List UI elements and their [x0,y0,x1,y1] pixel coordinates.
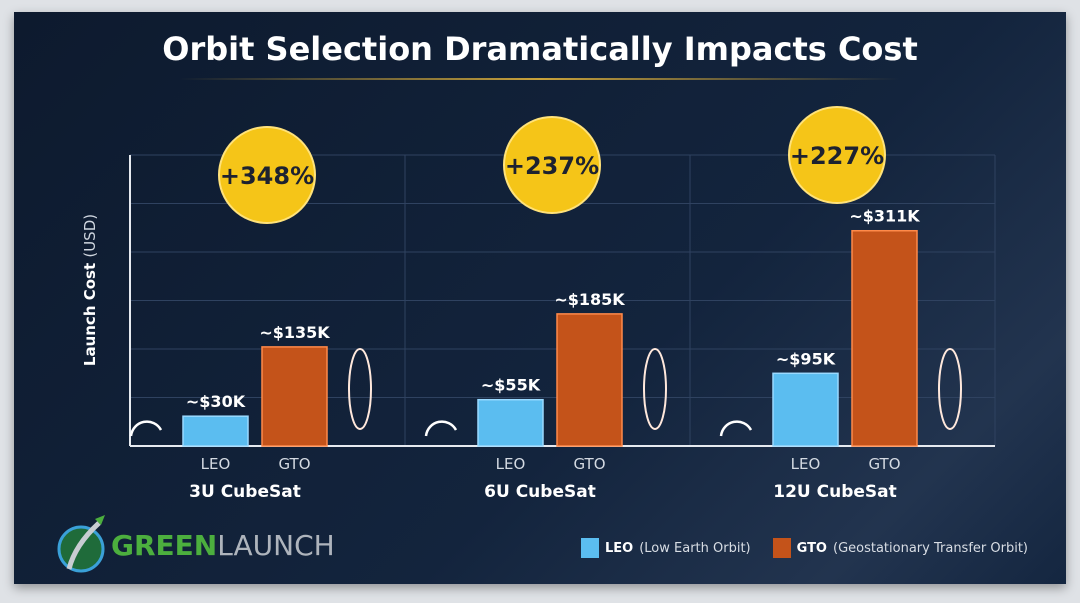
leo-orbit-icon [424,420,458,437]
group-label: 6U CubeSat [484,482,596,502]
gto-orbit-icon [938,348,962,430]
chart-title: Orbit Selection Dramatically Impacts Cos… [162,30,918,68]
y-axis-label: Launch Cost (USD) [81,214,99,366]
increase-badge [218,126,316,224]
logo-text-launch: LAUNCH [217,528,335,562]
bar-leo [477,398,544,447]
increase-badge [788,106,886,204]
bar-value-label: ~$185K [554,290,625,309]
legend-key: GTO [796,540,827,556]
legend-item-gto: GTO (Geostationary Transfer Orbit) [772,538,1028,558]
bar-value-label: ~$30K [186,392,246,411]
group-label: 12U CubeSat [773,482,897,502]
bar-gto [261,346,328,447]
bar-category-label: GTO [868,455,900,473]
bar-category-label: LEO [496,455,526,473]
legend-desc: (Low Earth Orbit) [639,540,751,556]
bar-gto [851,229,918,447]
bar-gto [556,313,623,447]
bar-category-label: GTO [278,455,310,473]
increase-label: +348% [220,162,314,190]
legend-item-leo: LEO (Low Earth Orbit) [580,538,751,558]
greenlaunch-logo: GREEN LAUNCH [55,515,335,575]
group-label: 3U CubeSat [189,482,301,502]
leo-orbit-icon [129,420,163,437]
gto-orbit-icon [348,348,372,430]
increase-badge [503,116,601,214]
legend: LEO (Low Earth Orbit) GTO (Geostationary… [567,538,1028,558]
rocket-globe-icon [57,515,105,573]
legend-desc: (Geostationary Transfer Orbit) [833,540,1028,556]
legend-swatch-gto [772,538,791,558]
bar-category-label: GTO [573,455,605,473]
bar-leo [182,415,249,447]
bar-leo [772,372,839,447]
increase-label: +237% [505,152,599,180]
bar-value-label: ~$55K [481,376,541,395]
bar-category-label: LEO [201,455,231,473]
bar-value-label: ~$95K [776,349,836,368]
bar-value-label: ~$135K [259,323,330,342]
legend-key: LEO [604,540,634,556]
leo-orbit-icon [719,420,753,437]
legend-swatch-leo [580,538,599,558]
logo-text-green: GREEN [111,528,218,562]
title-underline [180,78,900,80]
increase-label: +227% [790,142,884,170]
gto-orbit-icon [643,348,667,430]
bar-category-label: LEO [791,455,821,473]
bar-value-label: ~$311K [849,207,920,226]
